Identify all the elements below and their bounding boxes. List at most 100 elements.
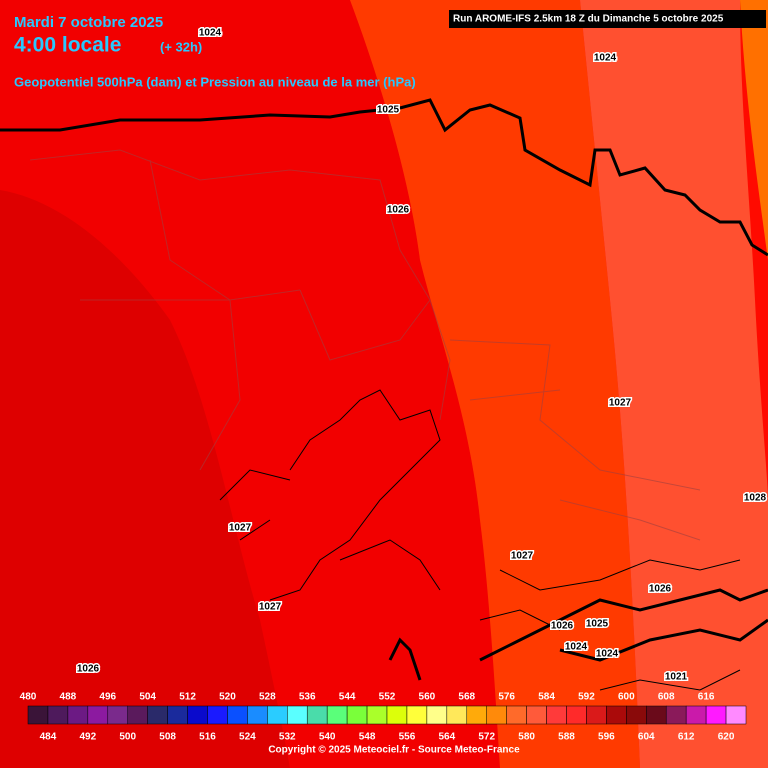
scale-label: 532 [279, 732, 296, 743]
scale-label: 548 [359, 732, 376, 743]
isobar-label: 1024 [594, 53, 617, 64]
scale-label: 560 [419, 692, 436, 703]
scale-label: 568 [458, 692, 475, 703]
scale-swatch [107, 705, 128, 725]
scale-swatch [366, 705, 388, 725]
isobar-label: 1025 [377, 105, 400, 116]
scale-label: 584 [538, 692, 555, 703]
scale-label: 604 [638, 732, 655, 743]
scale-label: 576 [498, 692, 515, 703]
field-title: Geopotentiel 500hPa (dam) et Pression au… [14, 74, 416, 89]
scale-label: 592 [578, 692, 595, 703]
isobar-label: 1027 [511, 551, 534, 562]
scale-label: 616 [698, 692, 715, 703]
scale-label: 620 [718, 732, 735, 743]
scale-label: 556 [399, 732, 416, 743]
scale-swatch [406, 705, 428, 725]
scale-swatch [546, 705, 567, 725]
scale-label: 480 [20, 692, 37, 703]
color-scale: 480 484 488 492 496 500 504 508 512 516 520 524 528 5… [20, 692, 747, 743]
map-borders [0, 98, 768, 691]
scale-swatch [27, 705, 49, 725]
scale-swatch [506, 705, 527, 725]
scale-swatch [326, 705, 348, 725]
scale-label: 528 [259, 692, 276, 703]
scale-swatch [306, 705, 328, 725]
scale-swatch [207, 705, 228, 725]
isobar-label: 1026 [387, 205, 410, 216]
scale-label: 536 [299, 692, 316, 703]
isobar-label: 1024 [596, 649, 619, 660]
scale-label: 540 [319, 732, 336, 743]
scale-label: 580 [518, 732, 535, 743]
isobar-label: 1027 [259, 602, 282, 613]
copyright: Copyright © 2025 Meteociel.fr - Source M… [268, 745, 520, 756]
isobar-label: 1026 [551, 621, 574, 632]
scale-swatch [47, 705, 69, 725]
scale-label: 572 [478, 732, 495, 743]
isobar-label: 1028 [744, 493, 767, 504]
scale-label: 524 [239, 732, 256, 743]
scale-label: 564 [438, 732, 455, 743]
scale-label: 516 [199, 732, 216, 743]
scale-swatch [705, 705, 727, 725]
scale-label: 544 [339, 692, 356, 703]
scale-swatch [606, 705, 627, 725]
scale-label: 492 [79, 732, 96, 743]
scale-swatch [247, 705, 268, 725]
scale-label: 552 [379, 692, 396, 703]
scale-swatch [426, 705, 448, 725]
isobar-label: 1027 [609, 398, 632, 409]
scale-swatch [725, 705, 747, 725]
scale-label: 496 [99, 692, 116, 703]
header: Mardi 7 octobre 2025 4:00 locale (+ 32h)… [14, 10, 766, 89]
isobar-label: 1024 [565, 642, 588, 653]
scale-swatch [626, 705, 647, 725]
time: 4:00 locale [14, 34, 121, 57]
scale-swatch [287, 705, 308, 725]
scale-swatch [127, 705, 148, 725]
scale-swatch [665, 705, 687, 725]
scale-swatch [646, 705, 667, 725]
isobar-label: 1024 [199, 28, 222, 39]
scale-label: 512 [179, 692, 196, 703]
run-box [449, 10, 766, 28]
scale-swatch [167, 705, 188, 725]
scale-swatch [346, 705, 368, 725]
scale-swatch [187, 705, 208, 725]
scale-label: 488 [60, 692, 77, 703]
scale-label: 608 [658, 692, 675, 703]
isobar-label: 1025 [586, 619, 609, 630]
scale-swatch [566, 705, 587, 725]
scale-swatch [685, 705, 707, 725]
scale-swatch [67, 705, 89, 725]
scale-swatch [466, 705, 487, 725]
scale-swatch [87, 705, 109, 725]
scale-label: 612 [678, 732, 695, 743]
date: Mardi 7 octobre 2025 [14, 14, 163, 31]
scale-swatch [147, 705, 168, 725]
isobar-label: 1021 [665, 672, 688, 683]
scale-swatch [586, 705, 607, 725]
scale-swatch [227, 705, 248, 725]
lead-time: (+ 32h) [160, 39, 202, 54]
scale-swatch [486, 705, 507, 725]
scale-swatch [267, 705, 288, 725]
run-info: Run AROME-IFS 2.5km 18 Z du Dimanche 5 o… [453, 14, 724, 25]
scale-label: 520 [219, 692, 236, 703]
scale-label: 500 [119, 732, 136, 743]
scale-swatch [446, 705, 468, 725]
isobar-label: 1026 [649, 584, 672, 595]
scale-label: 508 [159, 732, 176, 743]
isobar-label: 1027 [229, 523, 252, 534]
isobar-labels: 1024 1024 1025 1026 1027 1028 1027 1027 1026 1027… [75, 26, 768, 684]
scale-label: 484 [40, 732, 57, 743]
scale-label: 588 [558, 732, 575, 743]
scale-swatch [386, 705, 408, 725]
scale-label: 504 [139, 692, 156, 703]
isobar-label: 1026 [77, 664, 100, 675]
scale-label: 600 [618, 692, 635, 703]
scale-swatch [526, 705, 547, 725]
